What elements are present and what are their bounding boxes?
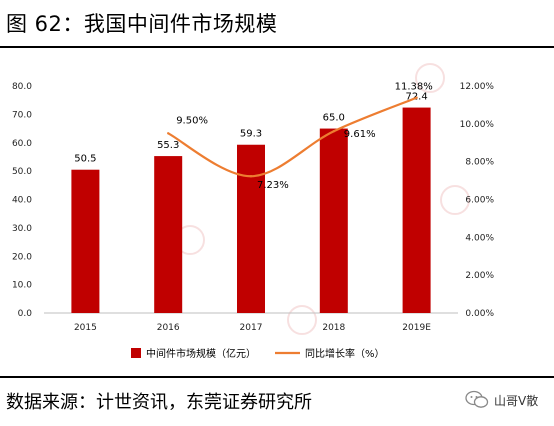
y-right-tick-label: 10.00%: [460, 120, 495, 130]
plot-area: 0.0 10.0 20.0 30.0 40.0 50.0 60.0 70.0 80.0 0.00%…: [12, 82, 494, 333]
y-right-tick-label: 6.00%: [465, 196, 494, 206]
title-rule: [0, 46, 554, 48]
watermark: [175, 63, 470, 335]
line-point: [249, 175, 253, 178]
wechat-watermark: 山哥V散: [465, 386, 538, 414]
combo-chart: 0.0 10.0 20.0 30.0 40.0 50.0 60.0 70.0 80.0 0.00%…: [12, 63, 494, 360]
bar: [319, 128, 348, 313]
y-right-tick-label: 2.00%: [465, 271, 494, 281]
y-left-tick-label: 10.0: [12, 281, 32, 291]
y-right-tick-label: 4.00%: [465, 233, 494, 243]
x-tick-label: 2015: [74, 323, 97, 333]
line-point: [167, 132, 170, 135]
y-right-tick-label: 12.00%: [460, 82, 495, 92]
wechat-icon: [465, 390, 489, 408]
line-point: [415, 96, 418, 99]
line-value-label: 7.23%: [257, 180, 289, 191]
y-left-tick-label: 0.0: [18, 309, 33, 319]
legend-label-line: 同比增长率（%）: [305, 347, 385, 360]
legend-label-bar: 中间件市场规模（亿元）: [146, 347, 256, 360]
y-left-tick-label: 20.0: [12, 252, 32, 262]
y-left-tick-label: 50.0: [12, 167, 32, 177]
y-right-tick-label: 0.00%: [465, 309, 494, 319]
y-left-tick-label: 30.0: [12, 224, 32, 234]
data-source: 数据来源：计世资讯，东莞证券研究所: [6, 392, 312, 413]
line-value-label: 9.61%: [344, 129, 376, 140]
line-value-label: 11.38%: [395, 82, 433, 93]
x-tick-label: 2018: [322, 323, 345, 333]
bar: [237, 144, 265, 313]
y-left-tick-label: 40.0: [12, 196, 32, 206]
line-value-label: 9.50%: [176, 115, 208, 126]
bar-value-label: 59.3: [240, 129, 262, 140]
y-left-tick-label: 70.0: [12, 110, 32, 120]
bar: [154, 156, 183, 313]
y-left-tick-label: 80.0: [12, 82, 32, 92]
x-tick-label: 2016: [157, 323, 180, 333]
x-tick-label: 2019E: [402, 323, 431, 333]
line-point: [332, 130, 335, 133]
x-tick-label: 2017: [240, 323, 263, 333]
source-rule: [0, 376, 554, 378]
y-left-tick-label: 60.0: [12, 139, 32, 149]
figure-title: 图 62：我国中间件市场规模: [6, 12, 278, 36]
legend: 中间件市场规模（亿元） 同比增长率（%）: [131, 347, 385, 360]
bar-value-label: 65.0: [323, 113, 345, 124]
bar: [402, 107, 431, 313]
legend-swatch-bar: [131, 348, 141, 358]
y-right-tick-label: 8.00%: [465, 158, 494, 168]
bar-value-label: 55.3: [157, 140, 179, 151]
wechat-account-label: 山哥V散: [494, 393, 539, 408]
bar: [71, 169, 100, 313]
growth-line: [167, 96, 418, 178]
bar-value-label: 50.5: [74, 154, 96, 165]
